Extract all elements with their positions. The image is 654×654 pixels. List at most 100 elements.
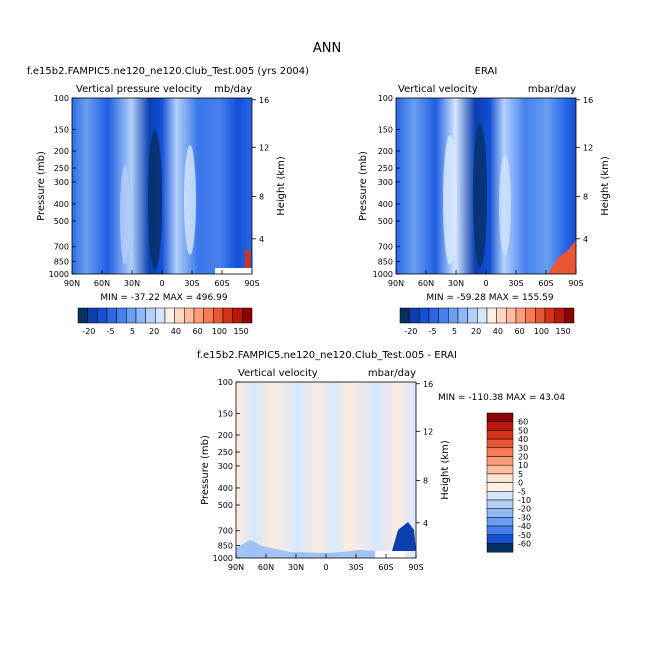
x-tick-label: 90S — [408, 563, 423, 572]
colorbar-label: -5 — [518, 487, 526, 496]
colorbar-swatch — [486, 508, 514, 518]
colorbar-swatch — [213, 307, 224, 324]
colorbar-label: -5 — [107, 327, 115, 336]
x-tick-label: 30N — [448, 279, 464, 288]
panel-obs-ylabel: Pressure (mb) — [358, 151, 369, 221]
colorbar-swatch — [486, 534, 514, 544]
y-tick-label: 300 — [378, 178, 393, 187]
panel-obs-ylabel-right: Height (km) — [600, 156, 611, 216]
colorbar-swatch — [486, 499, 514, 509]
colorbar-swatch — [486, 464, 514, 475]
x-tick-label: 60N — [418, 279, 434, 288]
colorbar-swatch — [486, 421, 514, 431]
panel-model-plot: 90N 60N 30N 0 30S 60S 90S 100 150 200 250 300 400 500… — [49, 94, 270, 288]
panel-obs-colorbar: -20 -5 5 20 40 60 100 150 — [399, 307, 575, 336]
panel-model-ylabel: Pressure (mb) — [36, 151, 47, 221]
y-tick-label: 150 — [378, 126, 393, 135]
y-tick-label: 850 — [378, 258, 393, 267]
panel-model-plume2 — [120, 165, 130, 265]
panel-model-units: mb/day — [214, 84, 252, 95]
colorbar-swatch — [428, 307, 439, 324]
panel-model-axes: 90N 60N 30N 0 30S 60S 90S 100 150 200 250 300 400 500… — [49, 94, 270, 288]
colorbar-swatch — [184, 307, 195, 324]
x-tick-label: 60N — [258, 563, 274, 572]
colorbar-swatch — [203, 307, 214, 324]
panel-diff-coldspot — [392, 522, 416, 551]
panel-model-hotspot — [245, 250, 250, 268]
x-tick-label: 0 — [159, 279, 164, 288]
figure-title: ANN — [313, 41, 341, 56]
panel-diff-units: mbar/day — [368, 368, 416, 379]
y-right-tick-label: 12 — [583, 143, 593, 152]
panel-diff-ylabel: Pressure (mb) — [200, 435, 211, 505]
panel-obs-units: mbar/day — [528, 84, 576, 95]
colorbar-label: 100 — [212, 327, 227, 336]
y-tick-label: 1000 — [213, 554, 233, 563]
y-tick-label: 500 — [218, 501, 233, 510]
colorbar-swatch — [164, 307, 175, 324]
colorbar-label: 150 — [555, 327, 570, 336]
colorbar-swatch — [486, 438, 514, 449]
colorbar-label: 40 — [493, 327, 503, 336]
y-right-tick-label: 16 — [583, 96, 593, 105]
colorbar-swatch — [486, 430, 514, 440]
x-tick-label: 30N — [124, 279, 140, 288]
colorbar-label: -5 — [429, 327, 437, 336]
panel-model-left-title: Vertical pressure velocity — [76, 84, 202, 95]
x-tick-label: 0 — [483, 279, 488, 288]
colorbar-swatch — [106, 307, 117, 324]
panel-obs-axes: 90N 60N 30N 0 30S 60S 90S 100 150 200 250 300 400 500… — [373, 94, 594, 288]
y-tick-label: 700 — [54, 243, 69, 252]
colorbar-swatch — [448, 307, 459, 324]
colorbar-swatch — [77, 307, 88, 324]
panel-obs-plume — [443, 135, 457, 265]
panel-obs-plot: 90N 60N 30N 0 30S 60S 90S 100 150 200 250 300 400 500… — [373, 94, 594, 288]
y-tick-label: 150 — [54, 126, 69, 135]
y-tick-label: 700 — [378, 243, 393, 252]
panel-diff-missing — [375, 551, 405, 558]
panel-model: f.e15b2.FAMPIC5.ne120_ne120.Club_Test.00… — [27, 66, 309, 336]
colorbar-label: -20 — [404, 327, 417, 336]
colorbar-swatch — [242, 307, 253, 324]
colorbar-swatch — [486, 543, 514, 553]
colorbar-swatch — [457, 307, 468, 324]
panel-model-ylabel-right: Height (km) — [276, 156, 287, 216]
colorbar-swatch — [486, 482, 514, 492]
colorbar-swatch — [438, 307, 449, 324]
x-tick-label: 60S — [214, 279, 229, 288]
y-tick-label: 200 — [218, 431, 233, 440]
colorbar-swatch — [486, 473, 514, 483]
colorbar-label: -20 — [518, 505, 531, 514]
panel-diff-title: f.e15b2.FAMPIC5.ne120_ne120.Club_Test.00… — [197, 350, 457, 361]
y-tick-label: 250 — [378, 164, 393, 173]
colorbar-label: 150 — [233, 327, 248, 336]
colorbar-swatch — [477, 307, 488, 324]
x-tick-label: 90S — [244, 279, 259, 288]
colorbar-swatch — [155, 307, 166, 324]
colorbar-swatch — [174, 307, 185, 324]
panel-diff-left-title: Vertical velocity — [238, 368, 318, 379]
y-tick-label: 250 — [54, 164, 69, 173]
panel-diff-field — [236, 382, 416, 558]
colorbar-label: 0 — [518, 479, 523, 488]
y-right-tick-label: 4 — [259, 235, 264, 244]
x-tick-label: 90N — [228, 563, 244, 572]
x-tick-label: 60S — [378, 563, 393, 572]
colorbar-swatch — [486, 412, 514, 422]
y-right-tick-label: 8 — [259, 193, 264, 202]
colorbar-label: 20 — [471, 327, 481, 336]
colorbar-label: -20 — [82, 327, 95, 336]
colorbar-label: 40 — [171, 327, 181, 336]
y-right-tick-label: 8 — [583, 193, 588, 202]
colorbar-label: -30 — [518, 513, 531, 522]
colorbar-label: 40 — [518, 435, 528, 444]
x-tick-label: 30S — [184, 279, 199, 288]
x-tick-label: 30S — [348, 563, 363, 572]
panel-model-field — [72, 98, 252, 274]
colorbar-swatch — [87, 307, 98, 324]
y-right-tick-label: 4 — [423, 519, 428, 528]
y-tick-label: 200 — [54, 147, 69, 156]
y-tick-label: 300 — [54, 178, 69, 187]
colorbar-label: -50 — [518, 531, 531, 540]
